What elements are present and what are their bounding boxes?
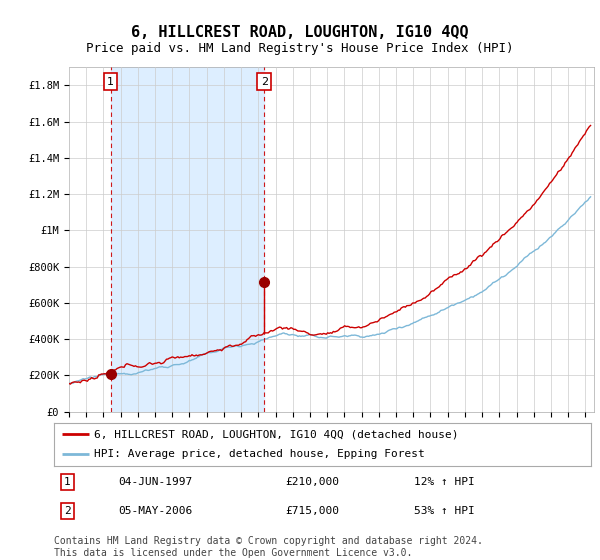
Text: HPI: Average price, detached house, Epping Forest: HPI: Average price, detached house, Eppi… xyxy=(94,449,425,459)
Text: £715,000: £715,000 xyxy=(285,506,339,516)
Text: 6, HILLCREST ROAD, LOUGHTON, IG10 4QQ: 6, HILLCREST ROAD, LOUGHTON, IG10 4QQ xyxy=(131,25,469,40)
Bar xyxy=(110,67,264,412)
Text: 6, HILLCREST ROAD, LOUGHTON, IG10 4QQ (detached house): 6, HILLCREST ROAD, LOUGHTON, IG10 4QQ (d… xyxy=(94,430,459,440)
Text: £210,000: £210,000 xyxy=(285,477,339,487)
Text: 53% ↑ HPI: 53% ↑ HPI xyxy=(414,506,475,516)
Text: 2: 2 xyxy=(260,77,268,87)
Text: 2: 2 xyxy=(64,506,71,516)
Text: 04-JUN-1997: 04-JUN-1997 xyxy=(118,477,193,487)
Text: 1: 1 xyxy=(64,477,71,487)
Text: Price paid vs. HM Land Registry's House Price Index (HPI): Price paid vs. HM Land Registry's House … xyxy=(86,42,514,55)
Text: 05-MAY-2006: 05-MAY-2006 xyxy=(118,506,193,516)
Text: 12% ↑ HPI: 12% ↑ HPI xyxy=(414,477,475,487)
Text: 1: 1 xyxy=(107,77,114,87)
Text: Contains HM Land Registry data © Crown copyright and database right 2024.
This d: Contains HM Land Registry data © Crown c… xyxy=(54,536,483,558)
